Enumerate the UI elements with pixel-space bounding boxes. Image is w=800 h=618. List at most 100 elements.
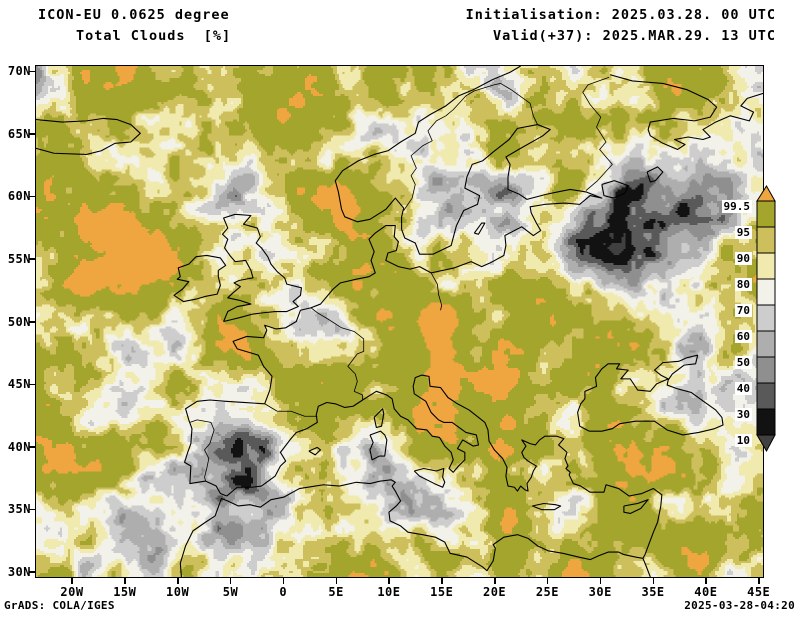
legend-tick-label: 90 xyxy=(690,247,752,266)
lon-tick-mark xyxy=(652,578,655,584)
coastline xyxy=(36,117,141,156)
colorbar-segment xyxy=(756,252,776,280)
map-frame xyxy=(35,65,764,578)
legend-tick-label: 50 xyxy=(690,351,752,370)
lat-tick-mark xyxy=(29,133,35,135)
coastline xyxy=(577,354,724,436)
country-border xyxy=(189,419,215,482)
colorbar-segment xyxy=(756,382,776,410)
coastline xyxy=(532,502,562,511)
cloud-field-raster xyxy=(36,66,763,577)
lon-tick-label: 40E xyxy=(694,585,718,599)
coastline xyxy=(173,254,227,303)
lon-tick-label: 20E xyxy=(482,585,507,599)
legend-tick-text: 99.5 xyxy=(721,200,752,213)
colorbar-segment xyxy=(756,330,776,358)
country-border xyxy=(264,403,318,417)
lon-tick-mark xyxy=(282,578,285,584)
lon-tick-mark xyxy=(229,578,232,584)
colorbar-segment xyxy=(756,356,776,384)
lon-tick-label: 5E xyxy=(328,585,344,599)
coastline xyxy=(308,446,322,456)
lat-tick-mark xyxy=(29,571,35,573)
coastline-overlay xyxy=(36,66,763,577)
legend-tick-text: 70 xyxy=(734,304,752,317)
colorbar-segment xyxy=(756,278,776,306)
legend-tick-text: 30 xyxy=(734,408,752,421)
legend-tick-label: 70 xyxy=(690,299,752,318)
lon-tick-label: 20W xyxy=(60,585,84,599)
colorbar xyxy=(756,185,776,453)
model-title: ICON-EU 0.0625 degree xyxy=(38,7,230,23)
coastline xyxy=(221,213,303,323)
lat-tick-label: 60N xyxy=(7,189,31,204)
country-border xyxy=(500,83,538,125)
country-border xyxy=(310,307,365,400)
coastline xyxy=(623,499,649,514)
lon-tick-label: 35E xyxy=(641,585,665,599)
lon-tick-mark xyxy=(177,578,179,584)
lat-tick-label: 50N xyxy=(7,314,31,329)
lon-tick-mark xyxy=(599,578,602,584)
lat-tick-label: 35N xyxy=(7,502,31,517)
lon-tick-label: 25E xyxy=(535,585,559,599)
lat-tick-mark xyxy=(29,321,35,323)
colorbar-bottom-cap xyxy=(756,434,776,453)
lat-tick-label: 65N xyxy=(7,126,31,141)
grads-credit: GrADS: COLA/IGES xyxy=(4,599,115,612)
legend-tick-label: 30 xyxy=(690,403,752,422)
colorbar-top-cap xyxy=(756,185,776,202)
creation-timestamp: 2025-03-28-04:20 xyxy=(684,599,795,612)
legend-tick-text: 95 xyxy=(734,226,752,239)
legend-tick-label: 40 xyxy=(690,377,752,396)
country-border xyxy=(582,76,613,191)
coastline xyxy=(226,374,663,559)
legend-tick-label: 95 xyxy=(690,221,752,240)
lat-tick-label: 30N xyxy=(7,564,31,579)
legend-tick-label: 60 xyxy=(690,325,752,344)
coastline xyxy=(369,430,388,461)
valid-time: Valid(+37): 2025.MAR.29. 13 UTC xyxy=(493,28,776,44)
legend-tick-text: 40 xyxy=(734,382,752,395)
field-title: Total Clouds [%] xyxy=(76,28,232,44)
lat-tick-label: 40N xyxy=(7,439,31,454)
lat-tick-mark xyxy=(29,70,35,73)
legend-tick-label: 80 xyxy=(690,273,752,292)
lon-tick-mark xyxy=(441,578,443,584)
lat-tick-mark xyxy=(29,258,35,260)
lat-tick-label: 45N xyxy=(7,377,31,392)
country-border xyxy=(403,83,501,211)
lon-tick-mark xyxy=(546,578,549,584)
lon-tick-mark xyxy=(71,578,73,584)
coastline xyxy=(184,66,603,497)
lat-tick-label: 55N xyxy=(7,251,31,266)
lat-tick-mark xyxy=(29,383,35,386)
lon-tick-label: 45E xyxy=(747,585,771,599)
colorbar-segment xyxy=(756,226,776,254)
legend-tick-label: 99.5 xyxy=(690,195,752,214)
coastline xyxy=(610,74,763,151)
lon-tick-label: 10E xyxy=(377,585,401,599)
legend-tick-text: 10 xyxy=(734,434,752,447)
lon-tick-mark xyxy=(335,578,338,584)
colorbar-segment xyxy=(756,200,776,228)
lon-tick-mark xyxy=(388,578,390,584)
colorbar-segment xyxy=(756,408,776,436)
lat-tick-mark xyxy=(29,508,35,511)
coastline xyxy=(646,166,664,183)
lat-tick-label: 70N xyxy=(7,64,31,79)
lon-tick-label: 10W xyxy=(166,585,190,599)
lon-tick-label: 5W xyxy=(222,585,239,599)
lat-tick-mark xyxy=(29,446,35,448)
lon-tick-label: 15E xyxy=(430,585,454,599)
coastline xyxy=(601,180,629,199)
lon-tick-label: 15W xyxy=(113,585,137,599)
lat-tick-mark xyxy=(29,195,35,198)
lon-tick-mark xyxy=(124,578,126,584)
legend-tick-label: 10 xyxy=(690,429,752,448)
legend-tick-text: 80 xyxy=(734,278,752,291)
lon-tick-mark xyxy=(494,578,496,584)
initialisation-time: Initialisation: 2025.03.28. 00 UTC xyxy=(465,7,776,23)
lon-tick-mark xyxy=(758,578,760,584)
